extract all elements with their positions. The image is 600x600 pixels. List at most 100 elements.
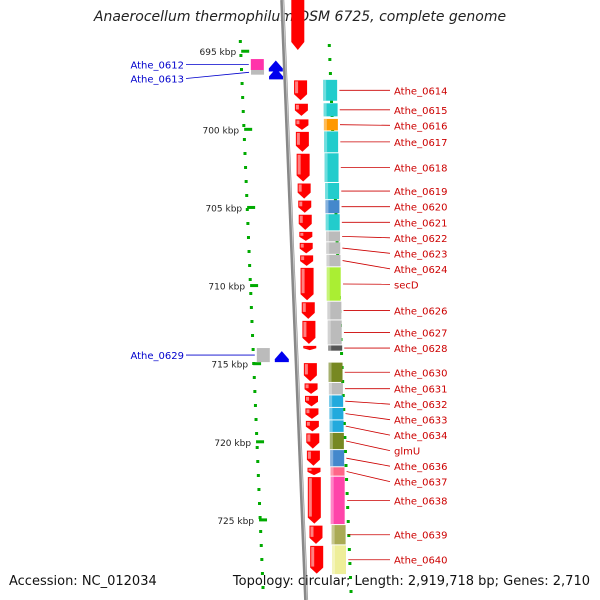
gene-box-shine (329, 407, 333, 420)
gene-label[interactable]: Athe_0619 (394, 187, 448, 198)
cds-arrow-shine (295, 81, 299, 94)
gene-box-shine (324, 153, 328, 182)
gene-box (323, 103, 338, 117)
gene-box (327, 301, 342, 320)
scale-dot (252, 376, 256, 379)
cds-arrow-shine (296, 132, 300, 145)
gene-label[interactable]: Athe_0636 (394, 462, 448, 473)
gene-label[interactable]: Athe_0627 (394, 328, 448, 339)
gene-box-shine (323, 103, 327, 117)
scale-dot (347, 548, 351, 551)
gene-label[interactable]: Athe_0638 (394, 496, 448, 507)
gene-leader-line (346, 457, 391, 467)
cds-arrow-shine (308, 478, 312, 517)
gene-box-shine (329, 420, 333, 432)
scale-dot (330, 100, 334, 103)
gene-label[interactable]: glmU (394, 447, 420, 458)
cds-arrow-shine (311, 546, 315, 567)
gene-leader-line (342, 260, 391, 270)
scale-dot (342, 422, 346, 425)
gene-box (324, 153, 339, 182)
gene-label[interactable]: Athe_0614 (394, 86, 448, 97)
gene-box (328, 362, 343, 382)
cds-arrow-shine (295, 104, 299, 110)
gene-label[interactable]: Athe_0628 (394, 344, 448, 355)
scale-dot (242, 138, 246, 141)
scale-dot (248, 278, 252, 281)
gene-label[interactable]: Athe_0615 (394, 106, 448, 117)
gene-box-reverse (256, 348, 270, 363)
cds-arrow-shine (299, 201, 303, 207)
gene-box (329, 407, 344, 420)
cds-arrow-shine (306, 421, 310, 426)
scale-dot (240, 82, 244, 85)
gene-box (326, 254, 341, 267)
gene-box (329, 432, 344, 450)
cds-arrow-shine (300, 243, 304, 248)
gene-label[interactable]: Athe_0616 (394, 121, 448, 132)
scale-dot (328, 72, 332, 75)
scale-dot (251, 348, 255, 351)
gene-label[interactable]: Athe_0621 (394, 218, 448, 229)
scale-dot (348, 562, 352, 565)
scale-dot (255, 432, 259, 435)
gene-label[interactable]: Athe_0632 (394, 400, 448, 411)
gene-box (328, 382, 343, 395)
scale-dot (259, 530, 263, 533)
scale-dot (260, 558, 264, 561)
scale-dot (241, 110, 245, 113)
gene-label-reverse[interactable]: Athe_0629 (130, 351, 184, 362)
cds-arrow-shine (302, 303, 306, 312)
gene-label[interactable]: Athe_0631 (394, 385, 448, 396)
scale-tick (250, 284, 259, 288)
cds-arrow-shine (305, 384, 309, 389)
gene-label[interactable]: Athe_0623 (394, 249, 448, 260)
gene-box (325, 200, 340, 214)
scale-dot (244, 166, 248, 169)
topology-text: Topology: circular; Length: 2,919,718 bp… (232, 574, 590, 589)
cds-arrow-shine (306, 409, 310, 414)
gene-label[interactable]: secD (394, 280, 419, 291)
scale-tick (259, 518, 268, 522)
gene-box-shine (326, 242, 330, 254)
gene-box (330, 476, 345, 525)
gene-label[interactable]: Athe_0622 (394, 234, 448, 245)
scale-dot (246, 222, 250, 225)
gene-label[interactable]: Athe_0633 (394, 416, 448, 427)
gene-label[interactable]: Athe_0640 (394, 556, 448, 567)
scale-tick (244, 127, 253, 131)
gene-leader-line (345, 413, 391, 421)
gene-leader-line (342, 247, 391, 254)
gene-label[interactable]: Athe_0637 (394, 478, 448, 489)
gene-box (330, 450, 345, 467)
gene-box (326, 231, 341, 242)
gene-label[interactable]: Athe_0624 (394, 265, 448, 276)
gene-label[interactable]: Athe_0639 (394, 531, 448, 542)
gene-label[interactable]: Athe_0626 (394, 307, 448, 318)
scale-dot (347, 534, 351, 537)
gene-box-shine (331, 525, 335, 545)
gene-label[interactable]: Athe_0634 (394, 431, 448, 442)
gene-label[interactable]: Athe_0620 (394, 203, 448, 214)
gene-box-shine (325, 182, 329, 200)
gene-label-reverse[interactable]: Athe_0613 (130, 75, 184, 86)
gene-label-reverse[interactable]: Athe_0612 (130, 61, 184, 72)
gene-box-shine (326, 231, 330, 242)
scale-dot (340, 352, 344, 355)
gene-label[interactable]: Athe_0618 (394, 164, 448, 175)
gene-label[interactable]: Athe_0630 (394, 368, 448, 379)
gene-label[interactable]: Athe_0617 (394, 138, 448, 149)
scale-dot (242, 124, 246, 127)
gene-box (325, 214, 340, 231)
cds-arrow-shine (300, 232, 304, 236)
cds-arrow-shine (299, 215, 303, 223)
scale-dot (243, 152, 247, 155)
scale-dot (341, 394, 345, 397)
cds-arrow-shine (296, 120, 300, 125)
gene-leader-line (345, 400, 391, 405)
gene-box-reverse (250, 59, 264, 70)
gene-box (329, 420, 344, 432)
gene-box (330, 467, 345, 476)
gene-box (329, 395, 344, 407)
